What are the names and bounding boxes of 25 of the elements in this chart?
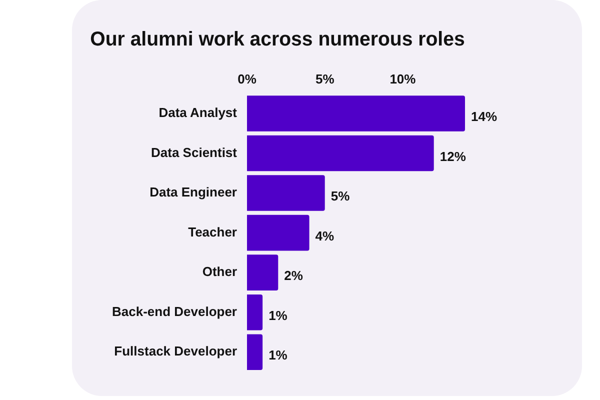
bar bbox=[247, 214, 310, 251]
x-tick-label: 0% bbox=[238, 71, 257, 86]
data-label: 12% bbox=[440, 148, 466, 164]
data-label: 1% bbox=[268, 308, 288, 323]
data-label: 1% bbox=[268, 348, 288, 363]
bar bbox=[247, 254, 278, 290]
data-label: 14% bbox=[471, 109, 498, 124]
y-tick-label: Other bbox=[202, 264, 237, 280]
y-tick-label: Back-end Developer bbox=[112, 304, 237, 319]
data-label: 2% bbox=[284, 268, 304, 284]
bar bbox=[247, 96, 465, 132]
y-tick-label: Fullstack Developer bbox=[114, 344, 237, 359]
x-tick-label: 10% bbox=[390, 71, 416, 86]
y-tick-label: Data Engineer bbox=[150, 184, 237, 200]
data-label: 5% bbox=[330, 188, 350, 204]
x-tick-label: 5% bbox=[315, 71, 335, 86]
y-tick-label: Data Scientist bbox=[151, 144, 238, 160]
chart-title: Our alumni work across numerous roles bbox=[90, 28, 465, 51]
data-label: 4% bbox=[315, 228, 335, 244]
y-tick-label: Data Analyst bbox=[158, 105, 238, 120]
bar bbox=[247, 175, 325, 211]
bar bbox=[247, 135, 434, 172]
y-tick-label: Teacher bbox=[188, 224, 237, 240]
bar bbox=[247, 294, 263, 330]
bar bbox=[247, 334, 263, 370]
